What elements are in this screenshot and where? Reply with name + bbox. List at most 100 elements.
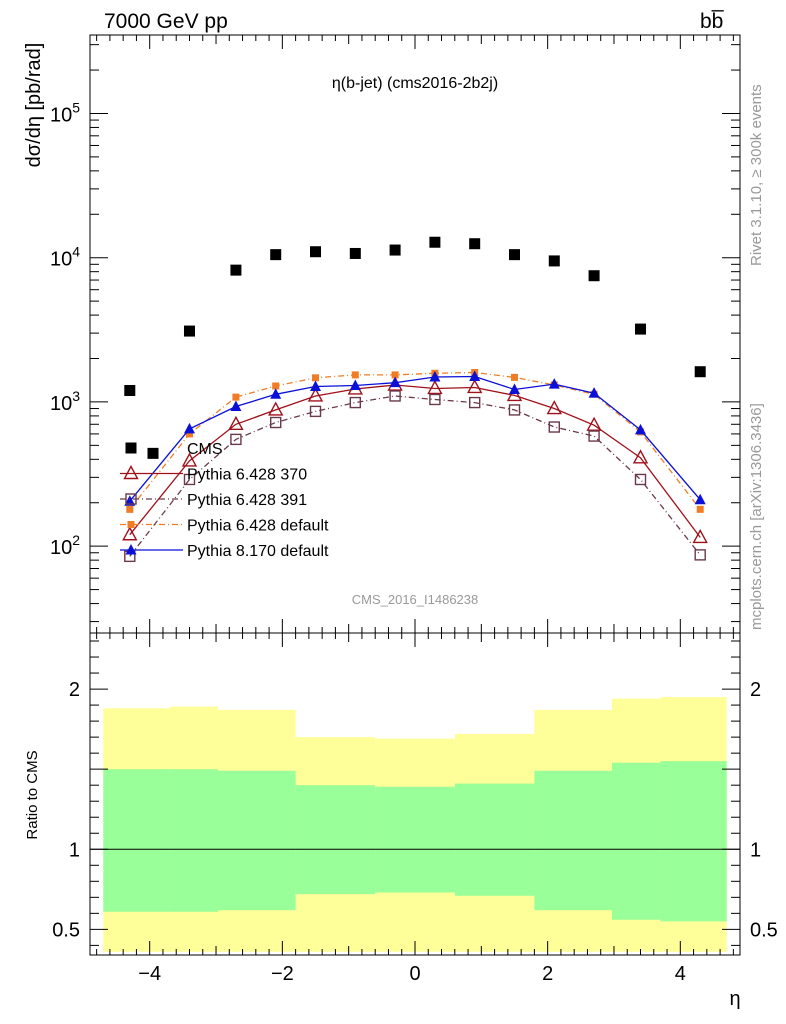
data-point-cms — [588, 270, 600, 282]
data-point-pythia-8-170-default — [183, 422, 195, 434]
data-point-pythia-6-428-370 — [181, 452, 198, 467]
series-line-pythia-6-428-default — [129, 371, 701, 510]
data-point-pythia-6-428-391 — [389, 390, 401, 402]
ratio-band-green-3 — [295, 785, 376, 895]
main-y-tick-base: 10 — [50, 537, 72, 559]
data-point-pythia-8-170-default — [588, 387, 600, 398]
series-pythia-6-428-391 — [124, 390, 706, 563]
data-point-pythia-6-428-default — [312, 374, 320, 382]
data-point-pythia-6-428-391 — [634, 473, 647, 486]
legend-label-cms: CMS — [187, 441, 223, 458]
legend-marker-cms — [125, 442, 137, 454]
main-y-tick-exponent: 2 — [72, 532, 80, 548]
data-point-pythia-6-428-default — [351, 371, 359, 379]
data-point-cms — [635, 323, 647, 335]
data-point-cms — [349, 247, 361, 259]
main-y-tick-label: 102 — [50, 532, 80, 559]
main-y-tick-label: 104 — [50, 244, 80, 271]
legend-marker-pythia-6-428-370 — [123, 465, 139, 480]
ratio-axes: −4 −2 0 2 4 0.5 0.5 1 1 2 2 — [52, 633, 778, 985]
x-tick-label: −4 — [138, 963, 161, 985]
data-point-pythia-6-428-391 — [270, 416, 282, 429]
ratio-band-green-2 — [218, 770, 296, 911]
data-point-pythia-6-428-370 — [467, 378, 483, 394]
data-point-pythia-6-428-default — [696, 505, 704, 513]
data-point-cms — [310, 246, 322, 258]
data-point-cms — [389, 244, 401, 256]
data-point-pythia-8-170-default — [635, 423, 647, 435]
data-point-pythia-8-170-default — [694, 493, 706, 505]
series-line-pythia-8-170-default — [129, 375, 701, 502]
data-point-pythia-8-170-default — [389, 376, 401, 388]
data-point-cms — [270, 249, 282, 261]
data-point-pythia-6-428-370 — [122, 526, 138, 541]
data-point-cms — [124, 385, 136, 397]
data-point-cms — [183, 325, 195, 337]
ratio-y-axis-label: Ratio to CMS — [24, 750, 41, 839]
x-tick-label: −2 — [271, 963, 294, 985]
data-point-cms — [694, 366, 706, 378]
data-point-pythia-6-428-391 — [309, 405, 322, 418]
header-process-label: bb̅ — [700, 10, 725, 33]
main-y-tick-base: 10 — [50, 104, 72, 126]
data-point-cms — [230, 264, 242, 276]
legend-marker-pythia-6-428-391 — [125, 493, 137, 505]
data-point-pythia-6-428-370 — [268, 401, 284, 416]
series-cms — [124, 236, 706, 459]
data-point-pythia-8-170-default — [310, 380, 322, 391]
data-point-cms — [548, 255, 560, 267]
data-point-pythia-6-428-391 — [468, 396, 481, 409]
main-y-tick-exponent: 4 — [72, 244, 80, 260]
ratio-y-tick-label-left: 2 — [69, 679, 80, 701]
analysis-watermark: CMS_2016_I1486238 — [352, 592, 479, 607]
plot-title: η(b-jet) (cms2016-2b2j) — [332, 75, 498, 92]
legend-label-pythia-8-170-default: Pythia 8.170 default — [187, 543, 329, 560]
data-point-pythia-6-428-391 — [694, 549, 706, 561]
data-point-pythia-6-428-default — [126, 505, 134, 513]
data-point-cms — [469, 238, 481, 250]
ratio-y-tick-label-right: 1 — [750, 839, 761, 861]
data-point-pythia-6-428-370 — [546, 400, 562, 415]
data-point-pythia-6-428-default — [391, 371, 399, 379]
data-point-pythia-6-428-391 — [230, 433, 242, 446]
ratio-band-green-0 — [103, 769, 170, 912]
ratio-y-tick-label-right: 2 — [750, 679, 761, 701]
legend-label-pythia-6-428-370: Pythia 6.428 370 — [187, 467, 307, 484]
data-point-pythia-6-428-370 — [632, 449, 649, 464]
data-point-pythia-6-428-391 — [508, 404, 521, 416]
data-point-cms — [147, 447, 159, 459]
data-point-pythia-8-170-default — [230, 400, 242, 411]
main-y-axis-label: dσ/dη [pb/rad] — [23, 43, 45, 168]
ratio-band-green-4 — [375, 786, 455, 893]
data-point-pythia-8-170-default — [349, 379, 361, 390]
legend-label-pythia-6-428-391: Pythia 6.428 391 — [187, 492, 307, 509]
legend-label-pythia-6-428-default: Pythia 6.428 default — [187, 518, 329, 535]
series-pythia-6-428-370 — [122, 376, 708, 544]
legend: CMS Pythia 6.428 370 Pythia 6.428 391 Pythi… — [120, 441, 329, 560]
data-point-pythia-6-428-370 — [307, 387, 324, 402]
main-y-tick-label: 105 — [50, 99, 80, 126]
ratio-y-tick-label-right: 0.5 — [750, 919, 778, 941]
x-tick-label: 0 — [409, 963, 420, 985]
data-point-pythia-6-428-391 — [548, 421, 560, 433]
data-point-cms — [508, 249, 520, 261]
data-point-pythia-6-428-370 — [228, 415, 244, 430]
rivet-version-label: Rivet 3.1.10, ≥ 300k events — [748, 84, 765, 266]
x-tick-label: 2 — [542, 963, 553, 985]
x-tick-label: 4 — [675, 963, 686, 985]
data-point-pythia-6-428-default — [272, 382, 280, 390]
series-line-pythia-6-428-391 — [129, 395, 701, 557]
legend-marker-pythia-6-428-default — [127, 521, 135, 528]
series-line-pythia-6-428-370 — [129, 384, 701, 538]
main-y-tick-base: 10 — [50, 393, 72, 415]
data-point-pythia-6-428-370 — [506, 386, 523, 402]
data-point-cms — [429, 236, 441, 248]
data-point-pythia-6-428-370 — [586, 416, 602, 431]
ratio-band-green-5 — [454, 783, 535, 896]
ratio-band-green-7 — [611, 762, 661, 920]
data-point-pythia-8-170-default — [429, 370, 441, 382]
data-point-pythia-6-428-391 — [429, 393, 441, 406]
